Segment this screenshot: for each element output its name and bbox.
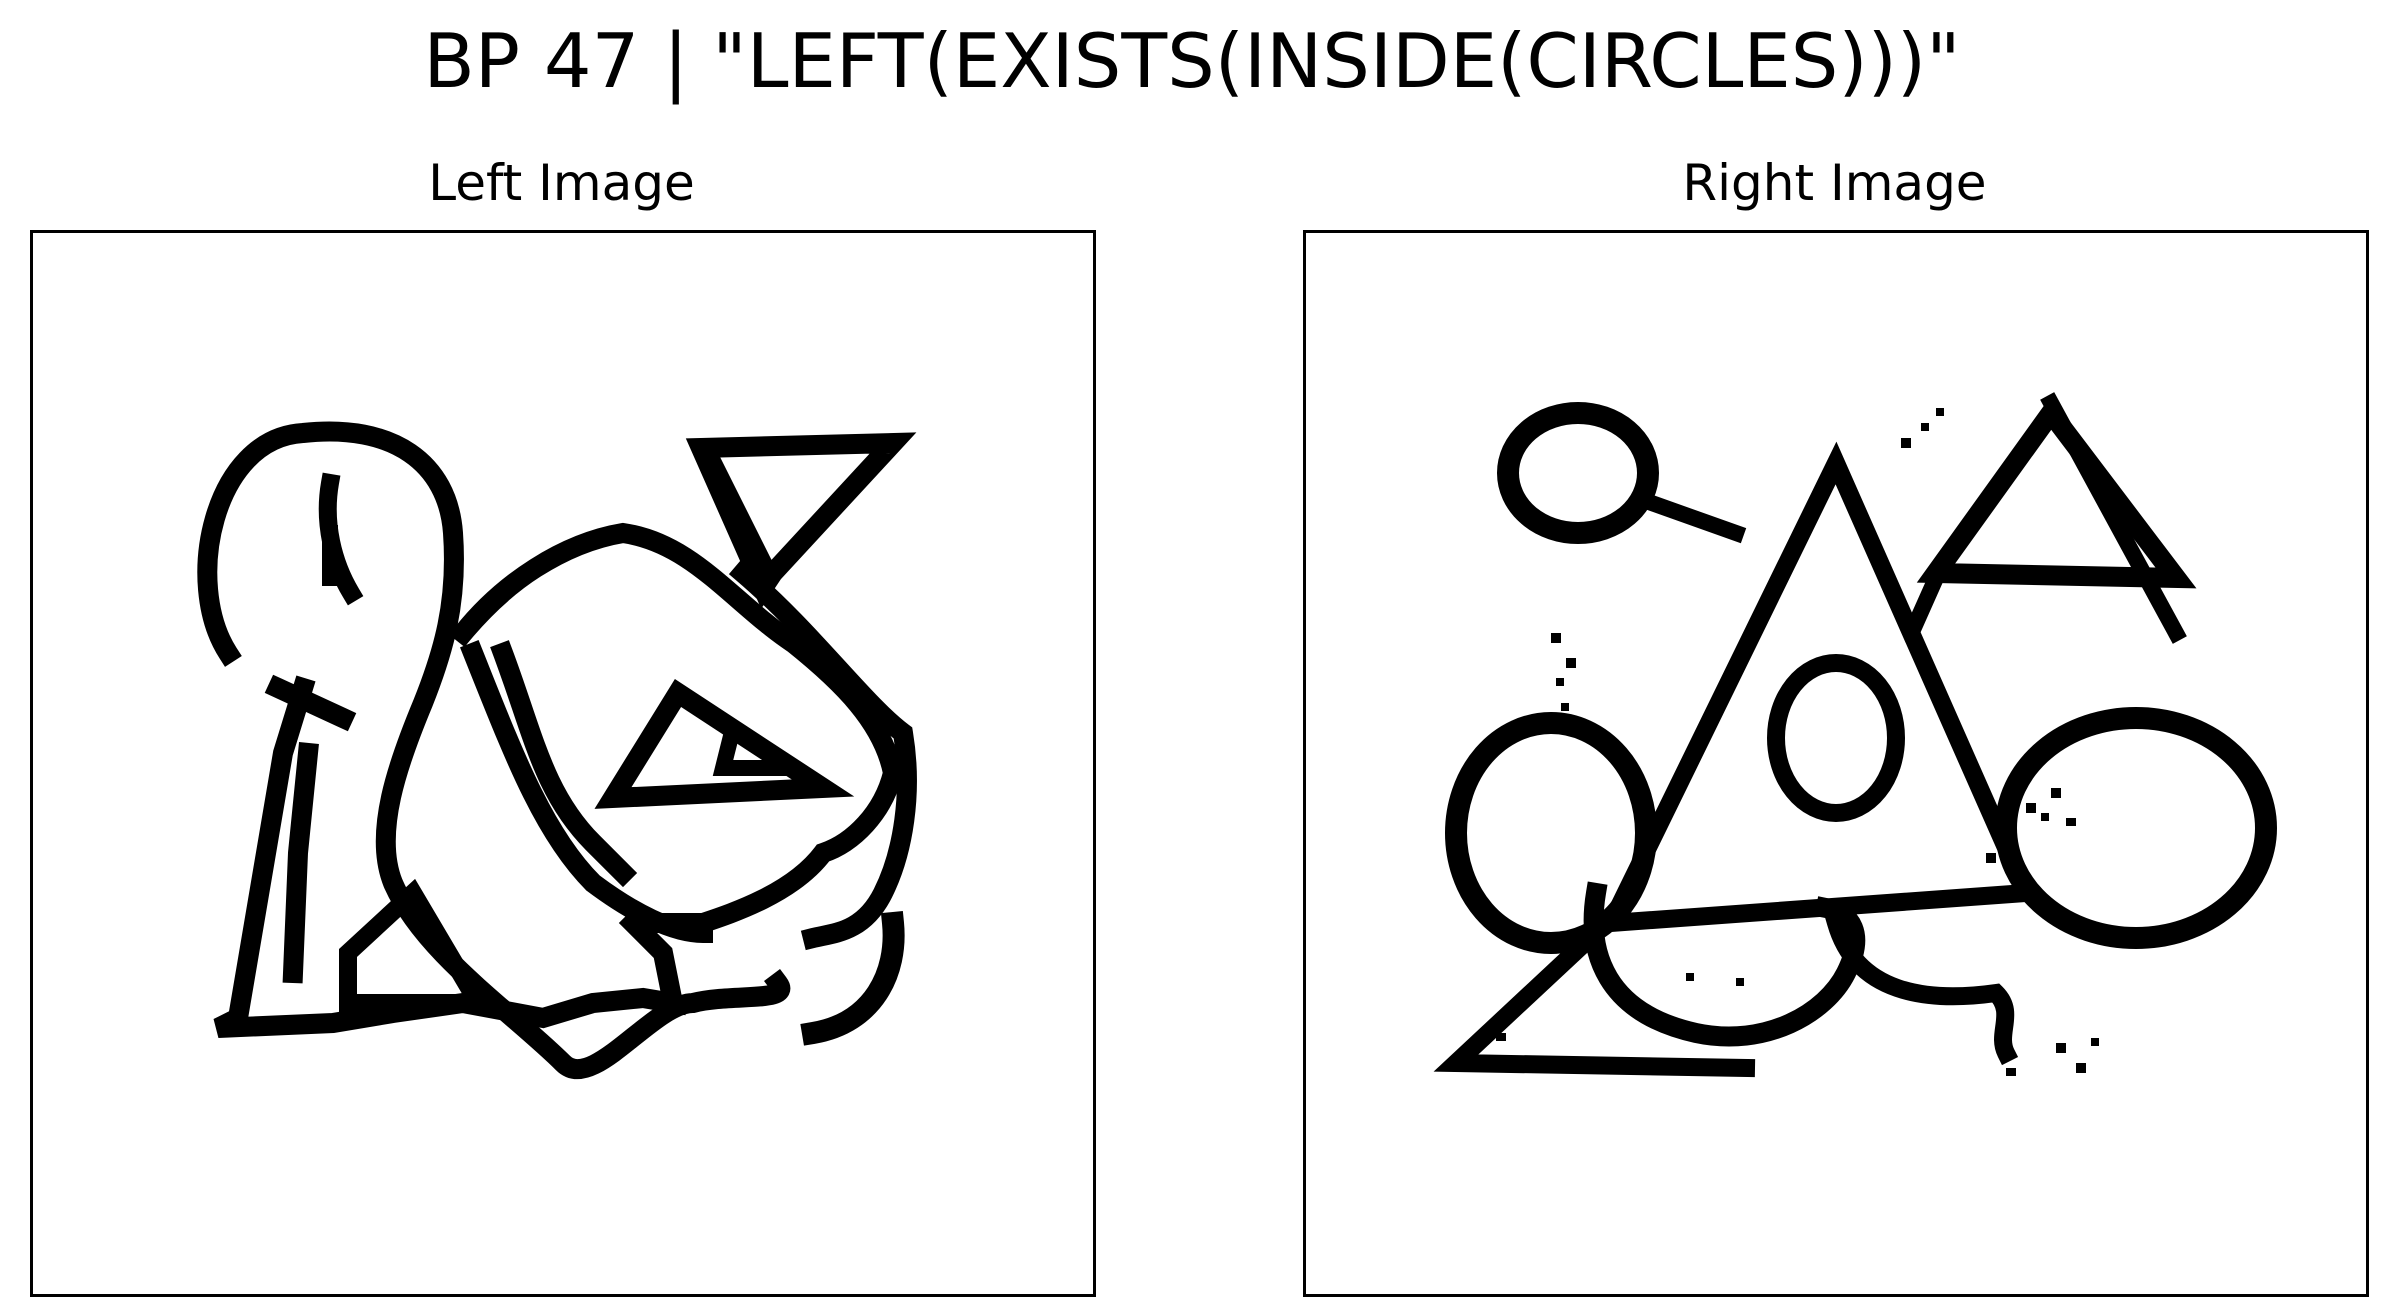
right-top-triangle <box>1916 396 2197 589</box>
right-right-circle <box>1995 707 2277 949</box>
right-top-triangle-edge <box>1905 392 2187 644</box>
left-inner-triangle <box>339 878 494 1012</box>
right-center-circle <box>1767 654 1905 822</box>
right-bottom-bowl <box>1583 881 1866 1047</box>
left-image-drawing <box>197 421 917 1080</box>
right-noise-specks <box>1496 408 2099 1076</box>
left-top-triangle-edge <box>695 440 781 586</box>
left-cross-diagonal <box>460 640 714 944</box>
left-cross-inner <box>490 640 638 888</box>
left-bottom-arc <box>800 910 905 1046</box>
left-tall-triangle-edge <box>264 674 357 984</box>
right-panel-title: Right Image <box>1682 154 1987 212</box>
figure-title: BP 47 | "LEFT(EXISTS(INSIDE(CIRCLES)))" <box>423 17 1961 105</box>
left-panel-title: Left Image <box>428 154 695 212</box>
right-image-drawing <box>1433 392 2277 1078</box>
right-bottom-arc <box>1824 911 2019 1066</box>
right-image-panel <box>1303 230 2369 1297</box>
left-image-panel <box>30 230 1096 1297</box>
right-big-triangle-bottom <box>1433 910 1756 1078</box>
left-small-filled-triangle <box>712 715 820 776</box>
left-right-arc <box>728 558 917 951</box>
right-connecting-line <box>1635 490 1747 544</box>
right-left-circle <box>1445 712 1657 954</box>
left-inner-right-triangle <box>594 679 855 809</box>
left-open-arc <box>197 421 791 1080</box>
right-small-circle <box>1497 402 1659 544</box>
